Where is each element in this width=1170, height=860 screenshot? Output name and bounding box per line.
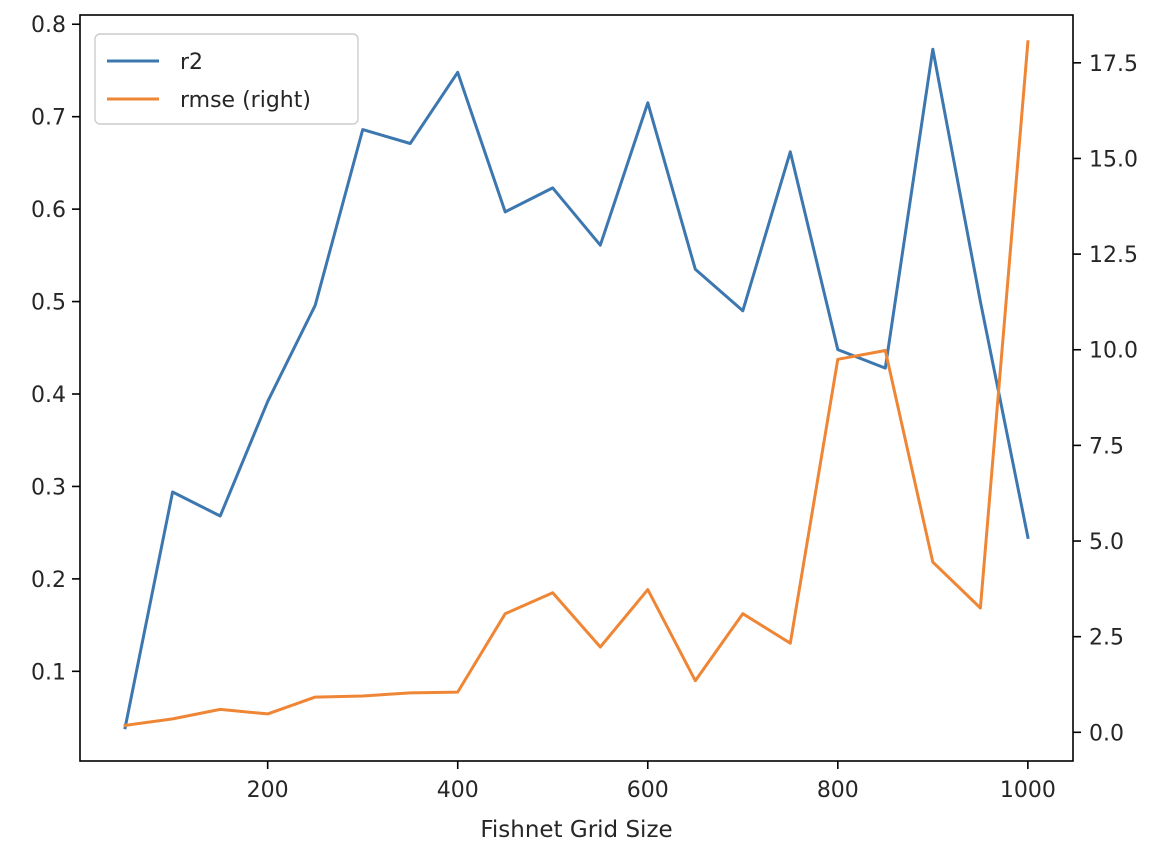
y-left-tick-label: 0.3 — [31, 475, 66, 500]
y-right-tick-label: 15.0 — [1089, 147, 1138, 172]
legend: r2 rmse (right) — [94, 33, 359, 125]
legend-box — [94, 33, 359, 125]
y-left-tick-label: 0.6 — [31, 198, 66, 223]
y-left-tick-label: 0.8 — [31, 13, 66, 38]
x-tick-label: 600 — [627, 778, 669, 803]
x-tick-label: 200 — [247, 778, 289, 803]
plot-area-background — [80, 15, 1073, 761]
y-right-tick-label: 0.0 — [1089, 721, 1124, 746]
y-right-tick-label: 10.0 — [1089, 339, 1138, 364]
y-left-tick-label: 0.4 — [31, 383, 66, 408]
y-left-tick-label: 0.7 — [31, 106, 66, 131]
x-axis-label: Fishnet Grid Size — [480, 817, 672, 843]
series-layer — [123, 40, 1030, 730]
series-line-rmse — [123, 40, 1030, 728]
y-left-tick-label: 0.1 — [31, 660, 66, 685]
legend-label: r2 — [180, 50, 203, 75]
plot-frame — [79, 14, 1074, 762]
y-right-tick-label: 17.5 — [1089, 52, 1138, 77]
y-right-tick-label: 12.5 — [1089, 243, 1138, 268]
x-tick-label: 400 — [437, 778, 479, 803]
y-left-tick-label: 0.2 — [31, 568, 66, 593]
x-tick-label: 1000 — [1000, 778, 1056, 803]
y-left-tick-label: 0.5 — [31, 291, 66, 316]
y-right-tick-label: 5.0 — [1089, 530, 1124, 555]
series-line-r2 — [123, 47, 1030, 730]
y-right-tick-label: 2.5 — [1089, 626, 1124, 651]
axes-layer: 200 400 600 800 1000 0.1 0.2 0.3 0.4 0.5 0.6 0.7 0.8… — [31, 13, 1138, 803]
y-right-tick-label: 7.5 — [1089, 434, 1124, 459]
legend-label: rmse (right) — [180, 88, 311, 113]
x-tick-label: 800 — [817, 778, 859, 803]
